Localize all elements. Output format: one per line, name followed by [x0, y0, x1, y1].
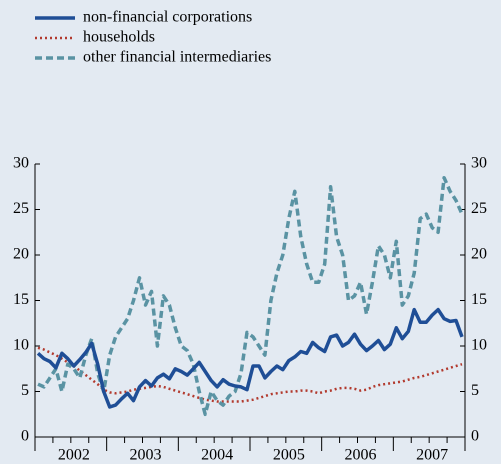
x-tick-label: 2005 [273, 447, 305, 464]
y-tick-label-left: 30 [13, 155, 29, 172]
series-line [37, 175, 464, 417]
y-tick-label-right: 20 [471, 246, 487, 263]
y-tick-label-right: 0 [471, 428, 479, 445]
series-line [36, 307, 464, 409]
y-tick-label-right: 10 [471, 337, 487, 354]
legend-label: other financial intermediaries [83, 49, 271, 66]
y-tick-label-right: 15 [471, 291, 487, 308]
legend: non-financial corporations households othe… [35, 9, 271, 66]
y-tick-label-right: 25 [471, 200, 487, 217]
legend-label: households [83, 29, 155, 46]
x-tick-label: 2007 [416, 447, 448, 464]
y-tick-label-left: 25 [13, 200, 29, 217]
y-tick-label-left: 10 [13, 337, 29, 354]
x-tick-label: 2002 [58, 447, 90, 464]
y-tick-label-left: 15 [13, 291, 29, 308]
y-tick-label-right: 5 [471, 382, 479, 399]
y-tick-label-right: 30 [471, 155, 487, 172]
legend-label: non-financial corporations [83, 9, 252, 26]
x-tick-label: 2004 [201, 447, 233, 464]
y-tick-label-left: 20 [13, 246, 29, 263]
y-tick-label-left: 0 [21, 428, 29, 445]
x-tick-label: 2003 [129, 447, 161, 464]
x-tick-label: 2006 [344, 447, 376, 464]
y-tick-label-left: 5 [21, 382, 29, 399]
